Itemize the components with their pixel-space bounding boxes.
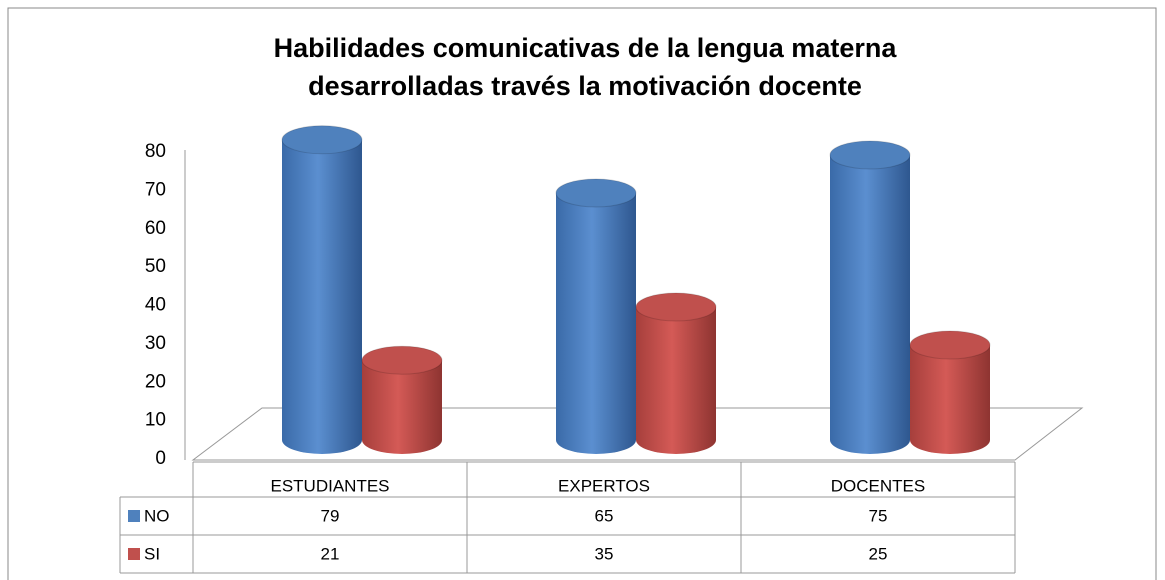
cylinder-body [362,360,442,454]
x-tick-label: DOCENTES [831,476,925,495]
cylinder-body [282,139,362,455]
cylinder-top [909,330,991,360]
table-value: 79 [321,506,340,525]
table-value: 21 [321,544,340,563]
chart-title: Habilidades comunicativas de la lengua m… [274,33,898,63]
cylinder-top [361,345,443,375]
cylinder-body [556,193,636,454]
cylinder-body [636,307,716,454]
legend-swatch [128,510,140,522]
table-value: 75 [869,506,888,525]
y-tick-label: 60 [145,218,166,239]
y-tick-label: 80 [145,141,166,162]
legend-label: SI [144,544,160,563]
cylinder [829,140,911,454]
legend-swatch [128,548,140,560]
cylinder-top [635,292,717,322]
y-tick-label: 20 [145,371,166,392]
cylinder [555,178,637,454]
y-tick-label: 0 [155,448,166,469]
table-value: 35 [595,544,614,563]
chart-border [7,7,1157,580]
cylinder [635,292,717,454]
floor [191,407,1084,461]
cylinder [281,125,363,455]
y-tick-label: 40 [145,295,166,316]
cylinder [909,330,991,454]
table-value: 25 [869,544,888,563]
cylinder-top [829,140,911,170]
y-tick-label: 30 [145,333,166,354]
x-tick-label: ESTUDIANTES [270,476,389,495]
y-tick-label: 50 [145,256,166,277]
cylinder-top [555,178,637,208]
legend-label: NO [144,506,170,525]
table-value: 65 [595,506,614,525]
x-tick-label: EXPERTOS [558,476,650,495]
cylinder-body [910,345,990,454]
cylinder [361,345,443,454]
y-tick-label: 10 [145,410,166,431]
cylinder-body [830,155,910,454]
y-tick-label: 70 [145,179,166,200]
cylinder-top [281,125,363,155]
chart-title: desarrolladas través la motivación docen… [308,71,862,101]
